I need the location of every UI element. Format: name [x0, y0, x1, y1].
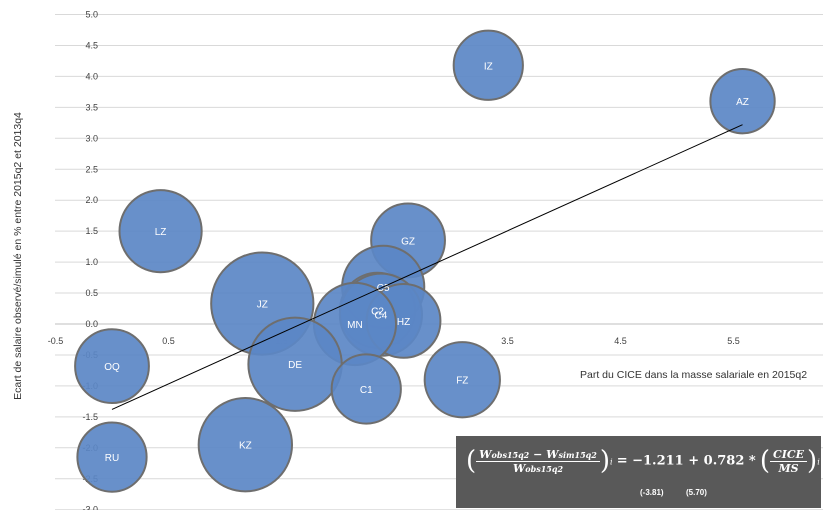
bubble-label-de: DE [288, 360, 302, 371]
x-axis-label: Part du CICE dans la masse salariale en … [580, 369, 807, 381]
bubble-iz [452, 29, 524, 101]
bubble-c1 [330, 353, 402, 425]
x-tick-label: 0.5 [162, 336, 175, 346]
bubble-label-c4: C4 [375, 311, 388, 322]
y-tick-label: 2.0 [85, 195, 98, 205]
bubble-label-hz: HZ [397, 317, 410, 328]
x-tick-label: -0.5 [48, 336, 64, 346]
y-tick-label: 2.5 [85, 164, 98, 174]
lhs-fraction: Wobs15q2 − Wsim15q2 Wobs15q2 [476, 448, 600, 475]
y-tick-label: 5.0 [85, 10, 98, 20]
y-axis-label: Ecart de salaire observé/simulé en % ent… [12, 112, 24, 400]
y-tick-label: 4.5 [85, 40, 98, 50]
bubble-lz [118, 189, 203, 274]
bubble-label-iz: IZ [484, 61, 493, 72]
bubble-label-c5: C5 [377, 283, 390, 294]
lhs-numerator: Wobs15q2 − Wsim15q2 [476, 448, 600, 462]
y-tick-label: 1.0 [85, 257, 98, 267]
equation-rhs: = −1.211 + 0.782 * [616, 453, 756, 469]
bubble-fz [423, 341, 501, 419]
equation-line: ( Wobs15q2 − Wsim15q2 Wobs15q2 )i = −1.2… [466, 446, 820, 476]
regression-equation-box: ( Wobs15q2 − Wsim15q2 Wobs15q2 )i = −1.2… [456, 436, 821, 508]
bubble-kz [197, 397, 294, 493]
bubble-label-fz: FZ [456, 376, 468, 387]
y-tick-label: 0.0 [85, 319, 98, 329]
bubble-label-lz: LZ [155, 227, 167, 238]
y-tick-label: -3.0 [82, 505, 98, 510]
y-tick-label: 0.5 [85, 288, 98, 298]
index-i: i [609, 457, 613, 467]
y-tick-label: 1.5 [85, 226, 98, 236]
x-tick-label: 5.5 [727, 336, 740, 346]
y-tick-label: 3.0 [85, 133, 98, 143]
bubble-ru [76, 421, 148, 493]
y-tick-label: 3.5 [85, 102, 98, 112]
x-tick-label: 3.5 [501, 336, 514, 346]
y-tick-label: -1.5 [82, 412, 98, 422]
bubble-label-c2: C2 [371, 306, 384, 317]
trendline [111, 124, 743, 410]
right-paren: ) [599, 446, 610, 476]
tstat-intercept: (-3.81) [640, 488, 664, 497]
bubble-label-gz: GZ [401, 236, 415, 247]
bubble-label-c1: C1 [360, 385, 373, 396]
bubble-oq [74, 328, 150, 404]
y-tick-label: 4.0 [85, 71, 98, 81]
lhs-denominator: Wobs15q2 [512, 461, 564, 475]
x-tick-label: 4.5 [614, 336, 627, 346]
bubble-label-kz: KZ [239, 441, 252, 452]
left-paren: ( [466, 446, 477, 476]
tstat-slope: (5.70) [686, 488, 707, 497]
bubble-label-oq: OQ [104, 362, 120, 373]
bubble-label-mn: MN [347, 320, 363, 331]
bubble-label-jz: JZ [257, 300, 268, 311]
bubble-label-ru: RU [105, 453, 119, 464]
bubble-label-az: AZ [736, 97, 749, 108]
cice-fraction: CICE MS [769, 448, 808, 475]
bubble-az [709, 67, 776, 135]
